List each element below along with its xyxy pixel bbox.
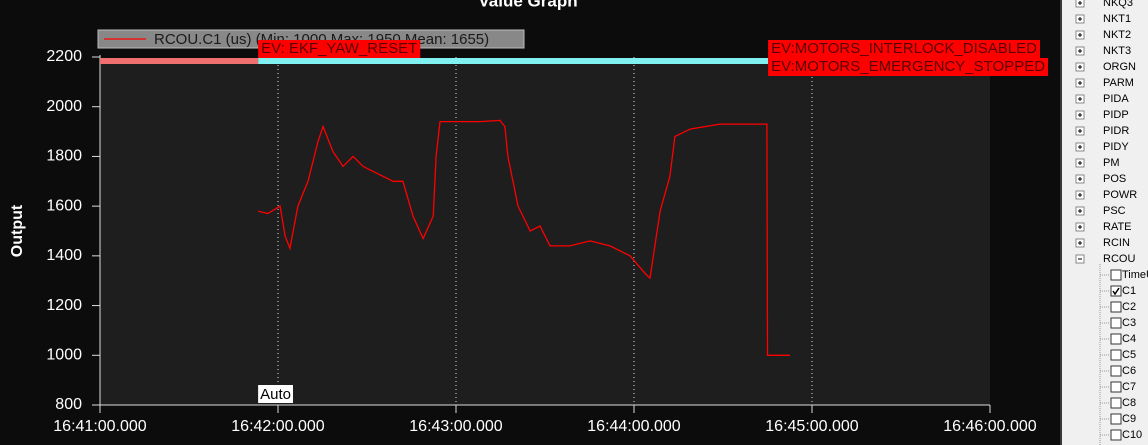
x-tick-label: 16:46:00.000 — [943, 418, 1037, 435]
tree-item: C7 — [1122, 381, 1136, 393]
checkbox[interactable] — [1110, 333, 1122, 345]
tree-item: PIDR — [1103, 125, 1129, 137]
tree-item: RCOU — [1103, 253, 1135, 265]
tree-item: ORGN — [1103, 61, 1136, 73]
checkmark — [1112, 287, 1120, 296]
checkbox[interactable] — [1110, 381, 1122, 393]
event-label: EV: EKF_YAW_RESET — [258, 40, 421, 58]
mode-label-text: Auto — [260, 386, 291, 403]
tree-item: TimeUS — [1122, 269, 1148, 281]
event-box — [258, 40, 421, 58]
tree-item: PIDP — [1103, 109, 1129, 121]
checkbox[interactable] — [1110, 269, 1122, 281]
tree-item: POS — [1103, 173, 1126, 185]
checkbox[interactable] — [1110, 285, 1122, 297]
tree-item: C8 — [1122, 397, 1136, 409]
x-tick-label: 16:45:00.000 — [765, 418, 859, 435]
checkbox[interactable] — [1110, 413, 1122, 425]
checkbox[interactable] — [1110, 317, 1122, 329]
checkbox[interactable] — [1110, 349, 1122, 361]
event-box — [768, 40, 1040, 58]
data-line — [257, 119, 790, 356]
tree-item: C9 — [1122, 413, 1136, 425]
y-tick-label: 2200 — [46, 48, 82, 65]
y-tick-label: 1200 — [46, 297, 82, 314]
tree-item: NKT3 — [1103, 45, 1131, 57]
event-text: EV: EKF_YAW_RESET — [261, 40, 417, 57]
tree-item: C6 — [1122, 365, 1136, 377]
tree-item: PSC — [1103, 205, 1126, 217]
event-box — [768, 58, 1049, 76]
y-tick-label: 1800 — [46, 148, 82, 165]
x-tick-label: 16:41:00.000 — [53, 418, 147, 435]
tree-item: PM — [1103, 157, 1120, 169]
tree-item: C2 — [1122, 301, 1136, 313]
tree-item: NKQ3 — [1103, 0, 1133, 9]
y-tick-label: 1000 — [46, 347, 82, 364]
y-axis-label: Output — [9, 204, 26, 257]
checkbox[interactable] — [1110, 429, 1122, 441]
event-label: EV:MOTORS_EMERGENCY_STOPPED — [768, 58, 1049, 76]
checkbox[interactable] — [1110, 301, 1122, 313]
mode-bar — [100, 58, 259, 64]
event-text: EV:MOTORS_EMERGENCY_STOPPED — [771, 58, 1045, 75]
checkbox[interactable] — [1110, 397, 1122, 409]
chart-title: Value Graph — [478, 0, 577, 10]
y-tick-label: 1600 — [46, 197, 82, 214]
tree-item: NKT2 — [1103, 29, 1131, 41]
tree-item: PIDA — [1103, 93, 1129, 105]
y-tick-label: 2000 — [46, 98, 82, 115]
tree-item: NKT1 — [1103, 13, 1131, 25]
y-tick-label: 800 — [55, 396, 82, 413]
tree-item: C4 — [1122, 333, 1136, 345]
tree-item: C3 — [1122, 317, 1136, 329]
tree-item: PARM — [1103, 77, 1134, 89]
tree-item: RCIN — [1103, 237, 1130, 249]
tree-item: RATE — [1103, 221, 1132, 233]
tree-item: C10 — [1122, 429, 1142, 441]
checkbox[interactable] — [1110, 365, 1122, 377]
mode-label: Auto — [258, 385, 293, 403]
mode-bar — [258, 58, 769, 64]
mode-label-box — [258, 385, 293, 403]
x-tick-label: 16:44:00.000 — [587, 418, 681, 435]
tree-item: C5 — [1122, 349, 1136, 361]
y-tick-label: 1400 — [46, 247, 82, 264]
x-tick-label: 16:43:00.000 — [409, 418, 503, 435]
tree-item: POWR — [1103, 189, 1137, 201]
event-label: EV:MOTORS_INTERLOCK_DISABLED — [768, 40, 1040, 58]
event-text: EV:MOTORS_INTERLOCK_DISABLED — [771, 40, 1037, 57]
x-tick-label: 16:42:00.000 — [231, 418, 325, 435]
tree-item: C1 — [1122, 285, 1136, 297]
tree-item: PIDY — [1103, 141, 1129, 153]
plot-area — [100, 58, 990, 405]
